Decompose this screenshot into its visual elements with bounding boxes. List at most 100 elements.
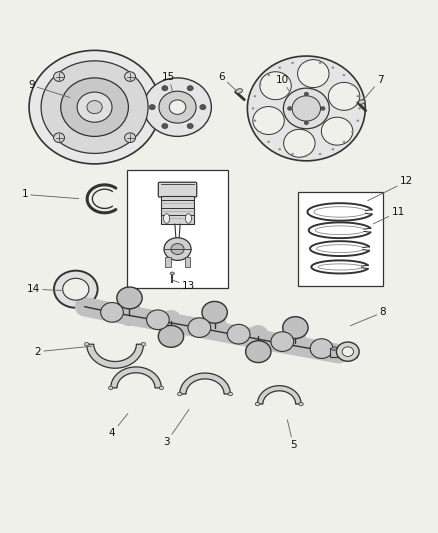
Ellipse shape (283, 317, 308, 338)
Ellipse shape (29, 51, 160, 164)
Ellipse shape (310, 339, 333, 358)
Ellipse shape (125, 133, 135, 142)
Ellipse shape (343, 74, 345, 76)
Text: 15: 15 (162, 71, 175, 91)
Ellipse shape (164, 238, 191, 261)
Polygon shape (111, 367, 161, 388)
Ellipse shape (149, 104, 155, 110)
Ellipse shape (292, 96, 321, 121)
Ellipse shape (177, 392, 182, 395)
FancyBboxPatch shape (158, 182, 197, 197)
Ellipse shape (305, 60, 307, 62)
Text: 13: 13 (171, 280, 195, 291)
Ellipse shape (332, 347, 337, 350)
Text: 11: 11 (374, 207, 405, 224)
Ellipse shape (85, 343, 89, 346)
Ellipse shape (188, 318, 211, 337)
Ellipse shape (297, 60, 329, 87)
Ellipse shape (170, 272, 174, 275)
Ellipse shape (162, 124, 168, 128)
Bar (330, 348, 357, 357)
Text: 1: 1 (21, 189, 79, 199)
Ellipse shape (255, 402, 260, 406)
Bar (297, 192, 383, 286)
Text: 10: 10 (276, 75, 290, 92)
Ellipse shape (283, 88, 329, 129)
Ellipse shape (187, 124, 193, 128)
Text: 5: 5 (287, 420, 297, 450)
Ellipse shape (357, 95, 359, 98)
Ellipse shape (117, 287, 142, 309)
Ellipse shape (271, 332, 293, 351)
Ellipse shape (185, 214, 191, 223)
Ellipse shape (254, 119, 256, 122)
Ellipse shape (291, 62, 294, 64)
Ellipse shape (259, 131, 261, 133)
Ellipse shape (351, 131, 354, 133)
Ellipse shape (228, 392, 233, 395)
Ellipse shape (342, 347, 353, 357)
Text: 14: 14 (27, 284, 61, 294)
Ellipse shape (53, 133, 64, 142)
Ellipse shape (305, 155, 307, 157)
Ellipse shape (163, 214, 170, 223)
Ellipse shape (267, 74, 270, 76)
Ellipse shape (358, 107, 361, 110)
Ellipse shape (299, 402, 303, 406)
Ellipse shape (77, 92, 112, 122)
Text: 4: 4 (109, 414, 128, 438)
Bar (161, 196, 194, 224)
Ellipse shape (279, 148, 281, 150)
Ellipse shape (87, 101, 102, 114)
Text: 2: 2 (35, 346, 92, 357)
Ellipse shape (125, 72, 135, 82)
Ellipse shape (336, 342, 359, 361)
Ellipse shape (260, 72, 291, 100)
Ellipse shape (291, 153, 294, 155)
Ellipse shape (54, 271, 98, 308)
Ellipse shape (41, 61, 148, 154)
Ellipse shape (144, 78, 212, 136)
Ellipse shape (187, 86, 193, 91)
Ellipse shape (246, 341, 271, 362)
Ellipse shape (147, 310, 169, 329)
Ellipse shape (304, 92, 308, 96)
Ellipse shape (202, 302, 227, 323)
Ellipse shape (357, 119, 359, 122)
Ellipse shape (159, 386, 163, 390)
Ellipse shape (53, 72, 64, 82)
Ellipse shape (351, 84, 354, 86)
Ellipse shape (358, 100, 365, 104)
Ellipse shape (328, 83, 360, 110)
Ellipse shape (319, 62, 321, 64)
Ellipse shape (284, 130, 315, 157)
Ellipse shape (236, 88, 243, 93)
Text: 8: 8 (350, 308, 386, 326)
Bar (127, 171, 228, 288)
Text: 3: 3 (163, 409, 189, 447)
Polygon shape (180, 373, 230, 394)
Ellipse shape (159, 91, 196, 123)
Ellipse shape (304, 121, 308, 125)
Ellipse shape (321, 117, 353, 145)
Ellipse shape (101, 303, 124, 322)
Ellipse shape (169, 100, 186, 115)
Ellipse shape (141, 343, 146, 346)
Bar (165, 257, 170, 266)
Ellipse shape (253, 107, 284, 134)
Ellipse shape (162, 86, 168, 91)
Ellipse shape (227, 325, 250, 344)
Ellipse shape (321, 107, 325, 110)
Ellipse shape (171, 244, 184, 254)
Ellipse shape (332, 148, 334, 150)
Ellipse shape (247, 56, 365, 161)
Ellipse shape (252, 107, 254, 110)
Ellipse shape (259, 84, 261, 86)
Ellipse shape (63, 278, 89, 300)
Text: 6: 6 (218, 71, 237, 91)
Ellipse shape (109, 386, 113, 390)
Ellipse shape (254, 95, 256, 98)
Polygon shape (87, 344, 144, 368)
Ellipse shape (200, 104, 206, 110)
Text: 7: 7 (363, 75, 384, 101)
